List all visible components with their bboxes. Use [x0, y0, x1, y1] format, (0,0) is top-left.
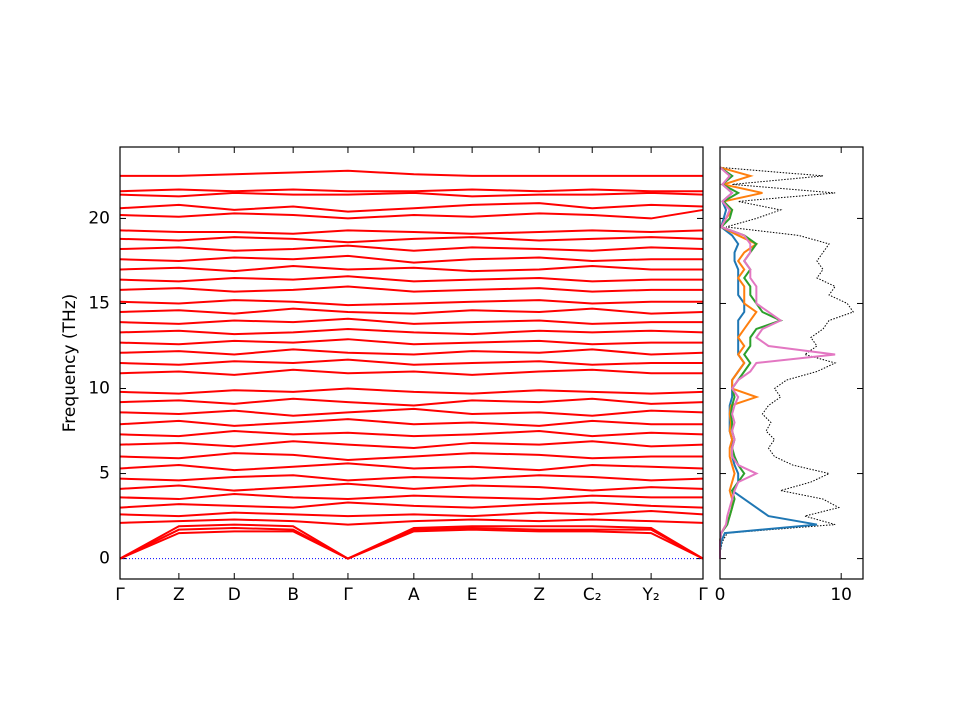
y-tick-label: 0 [99, 549, 110, 569]
x-tick-label: 0 [715, 585, 726, 605]
x-tick-label: B [287, 585, 299, 605]
band-line [119, 407, 704, 417]
dos-line [719, 166, 855, 559]
dos-frame [719, 146, 864, 580]
band-line [119, 244, 704, 252]
band-line [119, 526, 704, 560]
band-line [120, 169, 703, 177]
band-frame [119, 146, 704, 580]
band-line [119, 254, 703, 264]
y-axis-label: Frequency (THz) [60, 294, 80, 433]
band-line [119, 208, 704, 220]
band-line [119, 202, 704, 213]
band-line [119, 462, 704, 472]
x-tick-label: 10 [830, 585, 852, 605]
x-tick-label: D [228, 585, 241, 605]
band-line [119, 528, 704, 560]
band-line [119, 440, 704, 450]
band-line [119, 452, 703, 461]
band-line [119, 509, 704, 518]
band-line [119, 285, 703, 293]
band-line [119, 518, 704, 526]
band-line [119, 368, 703, 376]
band-line [119, 358, 703, 366]
x-tick-label: A [408, 585, 420, 605]
x-tick-label: Z [173, 585, 185, 605]
band-line [119, 430, 704, 438]
band-line [119, 299, 703, 307]
band-line [119, 236, 704, 244]
y-tick-label: 10 [88, 379, 110, 399]
dos-line [719, 166, 763, 559]
band-line [119, 275, 703, 283]
band-line [119, 327, 704, 336]
band-line [119, 418, 703, 427]
band-line [119, 317, 703, 325]
x-tick-label: Γ [115, 585, 125, 605]
band-line [119, 492, 703, 501]
band-line [119, 188, 703, 193]
x-tick-label: Z [533, 585, 545, 605]
band-line [119, 397, 704, 407]
x-tick-label: Y₂ [642, 585, 660, 605]
band-line [119, 229, 704, 235]
band-line [119, 265, 703, 273]
band-line [119, 191, 704, 198]
band-line [119, 474, 704, 482]
band-line [119, 307, 704, 315]
y-tick-label: 5 [99, 464, 110, 484]
x-tick-label: Γ [698, 585, 708, 605]
y-tick-label: 20 [88, 208, 110, 228]
band-line [119, 501, 704, 509]
x-tick-label: C₂ [583, 585, 602, 605]
band-line [119, 387, 704, 395]
band-line [119, 348, 704, 356]
band-line [119, 338, 703, 346]
dos-line [719, 166, 836, 559]
band-line [119, 482, 704, 492]
y-tick-label: 15 [88, 293, 110, 313]
x-tick-label: E [467, 585, 478, 605]
band-line [119, 523, 704, 560]
x-tick-label: Γ [343, 585, 353, 605]
